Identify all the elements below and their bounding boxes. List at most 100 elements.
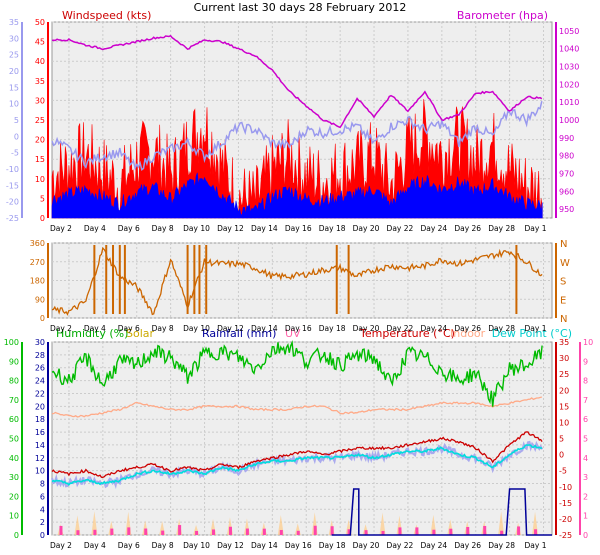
barometer-axis-tick: 1030 — [559, 63, 579, 72]
uv-bar — [500, 530, 504, 535]
plot-area-3 — [51, 341, 553, 536]
humidity-axis-tick: 100 — [4, 338, 19, 347]
x-tick-label: Day 28 — [488, 324, 515, 333]
solar-label: Solar — [126, 327, 155, 340]
rainfall-axis-tick: 0 — [40, 531, 45, 540]
uv-axis-tick: 1 — [583, 512, 588, 521]
rainfall-axis-tick: 26 — [35, 364, 45, 373]
uv-bar — [93, 529, 97, 535]
wind-direction-axis-tick: 270 — [30, 258, 45, 267]
x-tick-label: Day 20 — [353, 324, 380, 333]
x-tick-label: Day 8 — [152, 224, 174, 233]
x-tick-label: Day 16 — [285, 224, 312, 233]
x-tick-label: Day 2 — [50, 224, 72, 233]
solar-peak — [498, 511, 505, 535]
barometer-axis-tick: 950 — [559, 205, 574, 214]
temperature-axis-tick: -25 — [559, 531, 572, 540]
rainfall-axis-tick: 22 — [35, 389, 45, 398]
x-tick-label: Day 22 — [387, 541, 414, 550]
x-tick-label: Day 8 — [152, 324, 174, 333]
temperature-label: Temperature (°C) — [359, 327, 455, 340]
uv-bar — [466, 526, 470, 535]
x-tick-label: Day 4 — [84, 324, 106, 333]
solar-peak — [277, 514, 284, 535]
barometer-axis-tick: 1040 — [559, 45, 579, 54]
uv-bar — [364, 530, 368, 535]
windchill-axis-tick: 15 — [9, 83, 19, 92]
solar-peak — [91, 511, 98, 535]
x-tick-label: Day 10 — [183, 541, 210, 550]
dew-point-label: Dew Point (°C) — [492, 327, 572, 340]
windspeed-axis-tick: 50 — [35, 18, 45, 27]
temperature-line — [51, 431, 543, 478]
temperature-axis-tick: -15 — [559, 499, 572, 508]
uv-label: UV — [285, 327, 301, 340]
windspeed-avg-area — [51, 172, 543, 219]
uv-bar — [161, 530, 165, 535]
x-tick-label: Day 18 — [319, 324, 346, 333]
uv-bar — [432, 529, 436, 535]
x-tick-label: Day 6 — [118, 224, 140, 233]
rainfall-axis-tick: 16 — [35, 428, 45, 437]
uv-bar — [534, 529, 538, 535]
windchill-axis-tick: -10 — [6, 165, 19, 174]
uv-axis-tick: 6 — [583, 415, 588, 424]
windchill-axis-tick: -25 — [6, 214, 19, 223]
wind-direction-axis-tick: 360 — [30, 239, 45, 248]
solar-peak — [74, 515, 81, 535]
uv-bar — [212, 529, 216, 535]
x-tick-label: Day 2 — [50, 541, 72, 550]
temperature-axis-tick: 20 — [559, 386, 569, 395]
uv-bar — [449, 528, 453, 535]
temperature-axis-tick: 10 — [559, 418, 569, 427]
x-tick-label: Day 4 — [84, 541, 106, 550]
rainfall-line — [331, 488, 552, 536]
x-tick-label: Day 26 — [454, 541, 481, 550]
uv-axis-tick: 9 — [583, 357, 588, 366]
humidity-axis-tick: 0 — [14, 531, 19, 540]
uv-bar — [195, 530, 199, 535]
rainfall-axis-tick: 30 — [35, 338, 45, 347]
humidity-axis-tick: 10 — [9, 512, 19, 521]
x-tick-label: Day 18 — [319, 541, 346, 550]
barometer-axis-tick: 960 — [559, 187, 574, 196]
uv-bar — [228, 526, 232, 535]
uv-bar — [59, 525, 63, 535]
uv-bar — [76, 530, 80, 535]
temperature-axis-tick: 25 — [559, 370, 569, 379]
x-tick-label: Day 12 — [217, 324, 244, 333]
uv-bar — [330, 526, 334, 535]
humidity-line — [51, 340, 543, 407]
x-tick-label: Day 24 — [420, 541, 447, 550]
x-tick-label: Day 1 — [525, 324, 547, 333]
windspeed-label: Windspeed (kts) — [62, 9, 151, 22]
x-tick-label: Day 2 — [50, 324, 72, 333]
temperature-axis-tick: -5 — [559, 467, 567, 476]
x-tick-label: Day 16 — [285, 324, 312, 333]
dew-point-line — [51, 444, 543, 486]
x-tick-label: Day 12 — [217, 224, 244, 233]
humidity-axis-tick: 30 — [9, 473, 19, 482]
uv-axis-tick: 0 — [583, 531, 588, 540]
uv-bar — [347, 529, 351, 535]
x-tick-label: Day 26 — [454, 324, 481, 333]
uv-bar — [127, 527, 131, 535]
windchill-axis-tick: 10 — [9, 100, 19, 109]
rainfall-axis-tick: 14 — [35, 441, 45, 450]
uv-bar — [279, 529, 283, 535]
uv-bar — [415, 527, 419, 535]
rainfall-axis-tick: 10 — [35, 467, 45, 476]
uv-bar — [144, 528, 148, 535]
barometer-axis-tick: 1010 — [559, 98, 579, 107]
x-tick-label: Day 12 — [217, 541, 244, 550]
wind-direction-line — [51, 246, 543, 316]
windchill-axis-tick: -5 — [11, 149, 19, 158]
barometer-axis-tick: 970 — [559, 169, 574, 178]
x-tick-label: Day 26 — [454, 224, 481, 233]
temperature-axis-tick: 30 — [559, 354, 569, 363]
temperature-axis-tick: -10 — [559, 483, 572, 492]
rainfall-axis-tick: 8 — [40, 480, 45, 489]
x-tick-label: Day 14 — [251, 224, 278, 233]
uv-bar — [245, 528, 249, 535]
compass-tick: W — [560, 258, 570, 269]
